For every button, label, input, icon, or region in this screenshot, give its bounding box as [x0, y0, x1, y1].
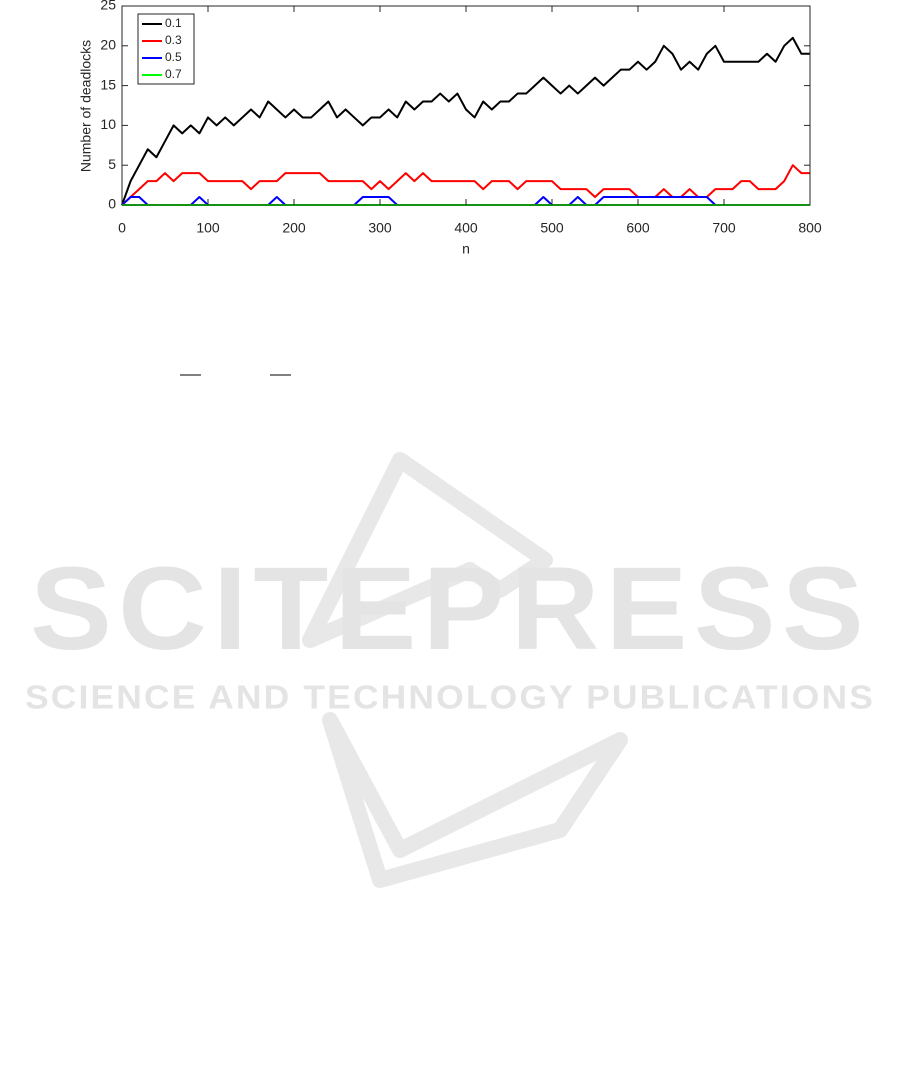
- x-tick-label: 600: [626, 220, 650, 236]
- watermark-book: [302, 452, 553, 648]
- y-tick-label: 15: [100, 76, 116, 92]
- legend-label: 0.3: [165, 33, 182, 47]
- x-tick-label: 200: [282, 220, 306, 236]
- y-tick-label: 10: [100, 116, 116, 132]
- y-tick-label: 0: [108, 196, 116, 212]
- x-tick-label: 400: [454, 220, 478, 236]
- x-axis-label: n: [462, 241, 470, 257]
- x-tick-label: 100: [196, 220, 220, 236]
- legend: 0.1 0.3 0.5 0.7: [137, 13, 195, 85]
- legend-box: [137, 13, 195, 85]
- x-tick-label: 500: [540, 220, 564, 236]
- x-tick-label: 700: [712, 220, 736, 236]
- x-tick-label: 300: [368, 220, 392, 236]
- watermark-title: SCITEPRESS: [30, 543, 870, 675]
- series-line: [121, 164, 810, 206]
- watermark-book: [322, 712, 628, 888]
- y-axis-label: Number of deadlocks: [78, 40, 94, 172]
- legend-label: 0.5: [165, 50, 182, 64]
- watermark: SCITEPRESS SCIENCE AND TECHNOLOGY PUBLIC…: [25, 452, 875, 888]
- y-tick-label: 5: [108, 156, 116, 172]
- legend-label: 0.7: [165, 67, 182, 81]
- x-tick-label: 800: [798, 220, 822, 236]
- watermark-subtitle: SCIENCE AND TECHNOLOGY PUBLICATIONS: [25, 679, 875, 716]
- x-tick-label: 0: [118, 220, 126, 236]
- series-line: [121, 36, 810, 206]
- plot-frame: [121, 5, 811, 206]
- y-tick-label: 20: [100, 37, 116, 53]
- legend-label: 0.1: [165, 16, 182, 30]
- y-tick-label: 25: [100, 0, 116, 13]
